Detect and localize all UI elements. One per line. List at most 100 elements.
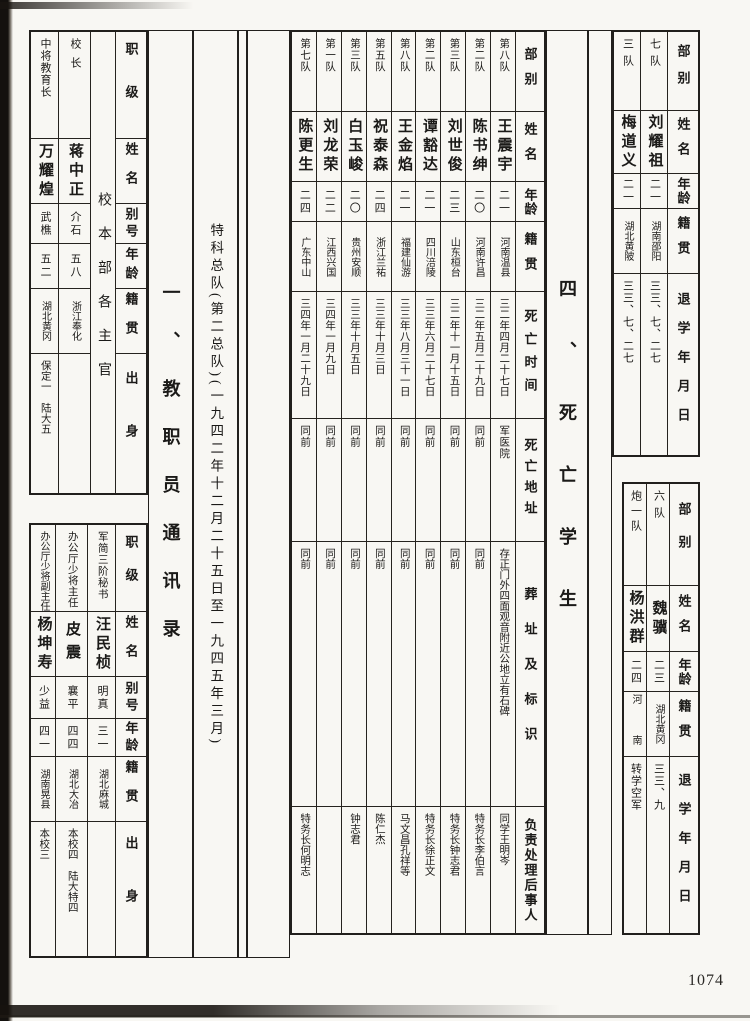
cell-death-place: 同前: [316, 419, 341, 542]
deceased-row: 第二队 陈书绅 二〇 河南许昌 三二年五月二十九日 同前 同前 特务长李伯言: [466, 32, 492, 933]
age-value: 二一: [397, 188, 410, 215]
cell-origin: 贵州安顺: [341, 222, 366, 292]
alias-value: 武樵: [39, 210, 51, 237]
death-place-value: 同前: [423, 425, 435, 448]
section-title-deceased-students: 四、死亡学生: [546, 30, 588, 935]
cell-name: 梅道义: [614, 111, 640, 174]
header-rank: 职级: [123, 535, 139, 601]
cell-age: 二〇: [341, 182, 366, 222]
header-age: 年龄: [522, 187, 538, 216]
cell-name: 祝泰森: [366, 112, 391, 182]
origin-value: 湖北大冶: [66, 769, 78, 809]
rank-value: 中将教育长: [39, 38, 51, 98]
unit-value: 三队: [621, 38, 634, 72]
rank-value: 校长: [69, 38, 81, 76]
cell-handler: 陈仁杰: [367, 807, 391, 933]
staff-row: 办公厅少将副主任 杨坤寿 少益 四一 湖南晃县 本校三: [31, 525, 56, 956]
cell-age: 二〇: [466, 182, 491, 222]
age-value: 二四: [298, 188, 311, 215]
cell-rank: 办公厅少将副主任: [31, 525, 55, 612]
header-origin: 籍贯: [123, 292, 139, 350]
header-origin: 籍贯: [675, 216, 691, 266]
cell-rank: 中将教育长: [31, 32, 58, 139]
origin-value: 山东桓台: [448, 236, 460, 277]
age-value: 三一: [96, 724, 108, 751]
cell-name: 谭豁达: [416, 112, 441, 182]
age-value: 二一: [497, 188, 510, 215]
header-alias: 别号: [123, 680, 139, 715]
cell-death-place: 同前: [466, 419, 491, 542]
cell-origin: 湖南邵阳: [641, 209, 667, 274]
staff-header-column: 职级 姓名 别号 年龄 籍贯 出身: [116, 32, 146, 493]
death-place-value: 同前: [373, 425, 385, 448]
date-value: 三三、七、二七: [648, 280, 661, 364]
header-cell-origin: 籍贯: [670, 692, 698, 757]
burial-value: 同前: [423, 548, 435, 569]
death-time-value: 三三年八月三十一日: [398, 298, 410, 397]
origin-value: 四川涪陵: [423, 236, 435, 277]
deceased-row: 第一队 刘龙荣 二二 江西兴国 三四年一月九日 同前 同前: [316, 32, 342, 933]
section-label-text: 校本部各主官: [96, 192, 111, 396]
rank-value: 军简三阶秘书: [96, 531, 108, 600]
cell-age: 四四: [56, 719, 87, 757]
cell-background: [59, 354, 90, 493]
cell-age: 二二: [316, 182, 341, 222]
header-cell-age: 年龄: [668, 174, 698, 209]
unit-value: 第八队: [498, 38, 510, 73]
name-value: 万耀煌: [37, 142, 53, 200]
origin-value: 河南温县: [498, 236, 510, 277]
header-withdraw-date: 退学年月日: [675, 292, 691, 437]
blank-column: [247, 30, 290, 958]
cell-origin: 湖北黄冈: [647, 692, 669, 757]
header-unit: 部别: [676, 501, 692, 568]
unit-value: 第三队: [348, 38, 360, 73]
cell-background: 保定一 陆大五: [31, 354, 58, 493]
alias-value: 明真: [96, 684, 108, 711]
death-time-value: 三二年四月二十七日: [498, 298, 510, 397]
handler-value: 同学王明岑: [498, 813, 510, 866]
death-time-value: 三三年十月三日: [373, 298, 385, 375]
header-age: 年龄: [675, 177, 691, 205]
header-cell-death-place: 死亡地址: [516, 419, 544, 542]
cell-death-time: 三二年五月二十九日: [466, 292, 491, 419]
scan-edge-bottom: [0, 1005, 560, 1017]
handler-value: 特务长徐正文: [423, 813, 435, 876]
unit-value: 第一队: [324, 38, 336, 73]
cell-unit: 六队: [647, 484, 669, 586]
age-value: 二〇: [348, 188, 361, 215]
header-cell-name: 姓名: [116, 612, 146, 677]
subtitle-column: 特科总队(第二总队)(一九四二年十二月二十五日至一九四五年三月): [193, 30, 238, 958]
cell-origin: 河 南: [624, 692, 646, 757]
death-place-value: 同前: [448, 425, 460, 448]
header-cell-age: 年龄: [670, 652, 698, 692]
header-cell-burial: 葬址及标识: [516, 542, 544, 807]
cell-burial: 同前: [341, 542, 366, 807]
cell-alias: 介石: [59, 204, 90, 244]
cell-origin: 福建仙游: [391, 222, 416, 292]
cell-death-time: 三四年一月九日: [316, 292, 341, 419]
cell-alias: 明真: [88, 677, 115, 719]
unit-value: 七队: [648, 38, 661, 72]
name-value: 王金焰: [395, 118, 412, 175]
unit-value: 第三队: [448, 38, 460, 73]
staff-row: 中将教育长 万耀煌 武樵 五二 湖北黄冈 保定一 陆大五: [31, 32, 59, 493]
cell-burial: 存正门外四面观音附近公地立有石碑: [491, 542, 515, 807]
cell-name: 杨坤寿: [31, 612, 55, 677]
date-value: 三三、七、二七: [621, 280, 634, 364]
cell-name: 王金焰: [391, 112, 416, 182]
date-value: 转学空军: [629, 763, 642, 811]
withdrawn-row: 七队 刘耀祖 二一 湖南邵阳 三三、七、二七: [641, 32, 668, 455]
cell-death-place: 同前: [441, 419, 466, 542]
cell-death-time: 三二年十一月十五日: [441, 292, 466, 419]
cell-origin: 湖北大冶: [56, 757, 87, 822]
scan-edge-bottom-line: [0, 1015, 750, 1018]
name-value: 刘世俊: [445, 118, 462, 175]
death-place-value: 军医院: [498, 425, 510, 460]
cell-age: 五八: [59, 244, 90, 289]
deceased-row: 第三队 刘世俊 二三 山东桓台 三二年十一月十五日 同前 同前 特务长钟志君: [441, 32, 467, 933]
background-value: 保定一 陆大五: [39, 360, 51, 434]
cell-date: 三三、九: [647, 757, 669, 933]
origin-value: 浙江兰祐: [373, 236, 385, 277]
header-cell-name: 姓名: [668, 111, 698, 174]
header-cell-date: 退学年月日: [668, 274, 698, 455]
